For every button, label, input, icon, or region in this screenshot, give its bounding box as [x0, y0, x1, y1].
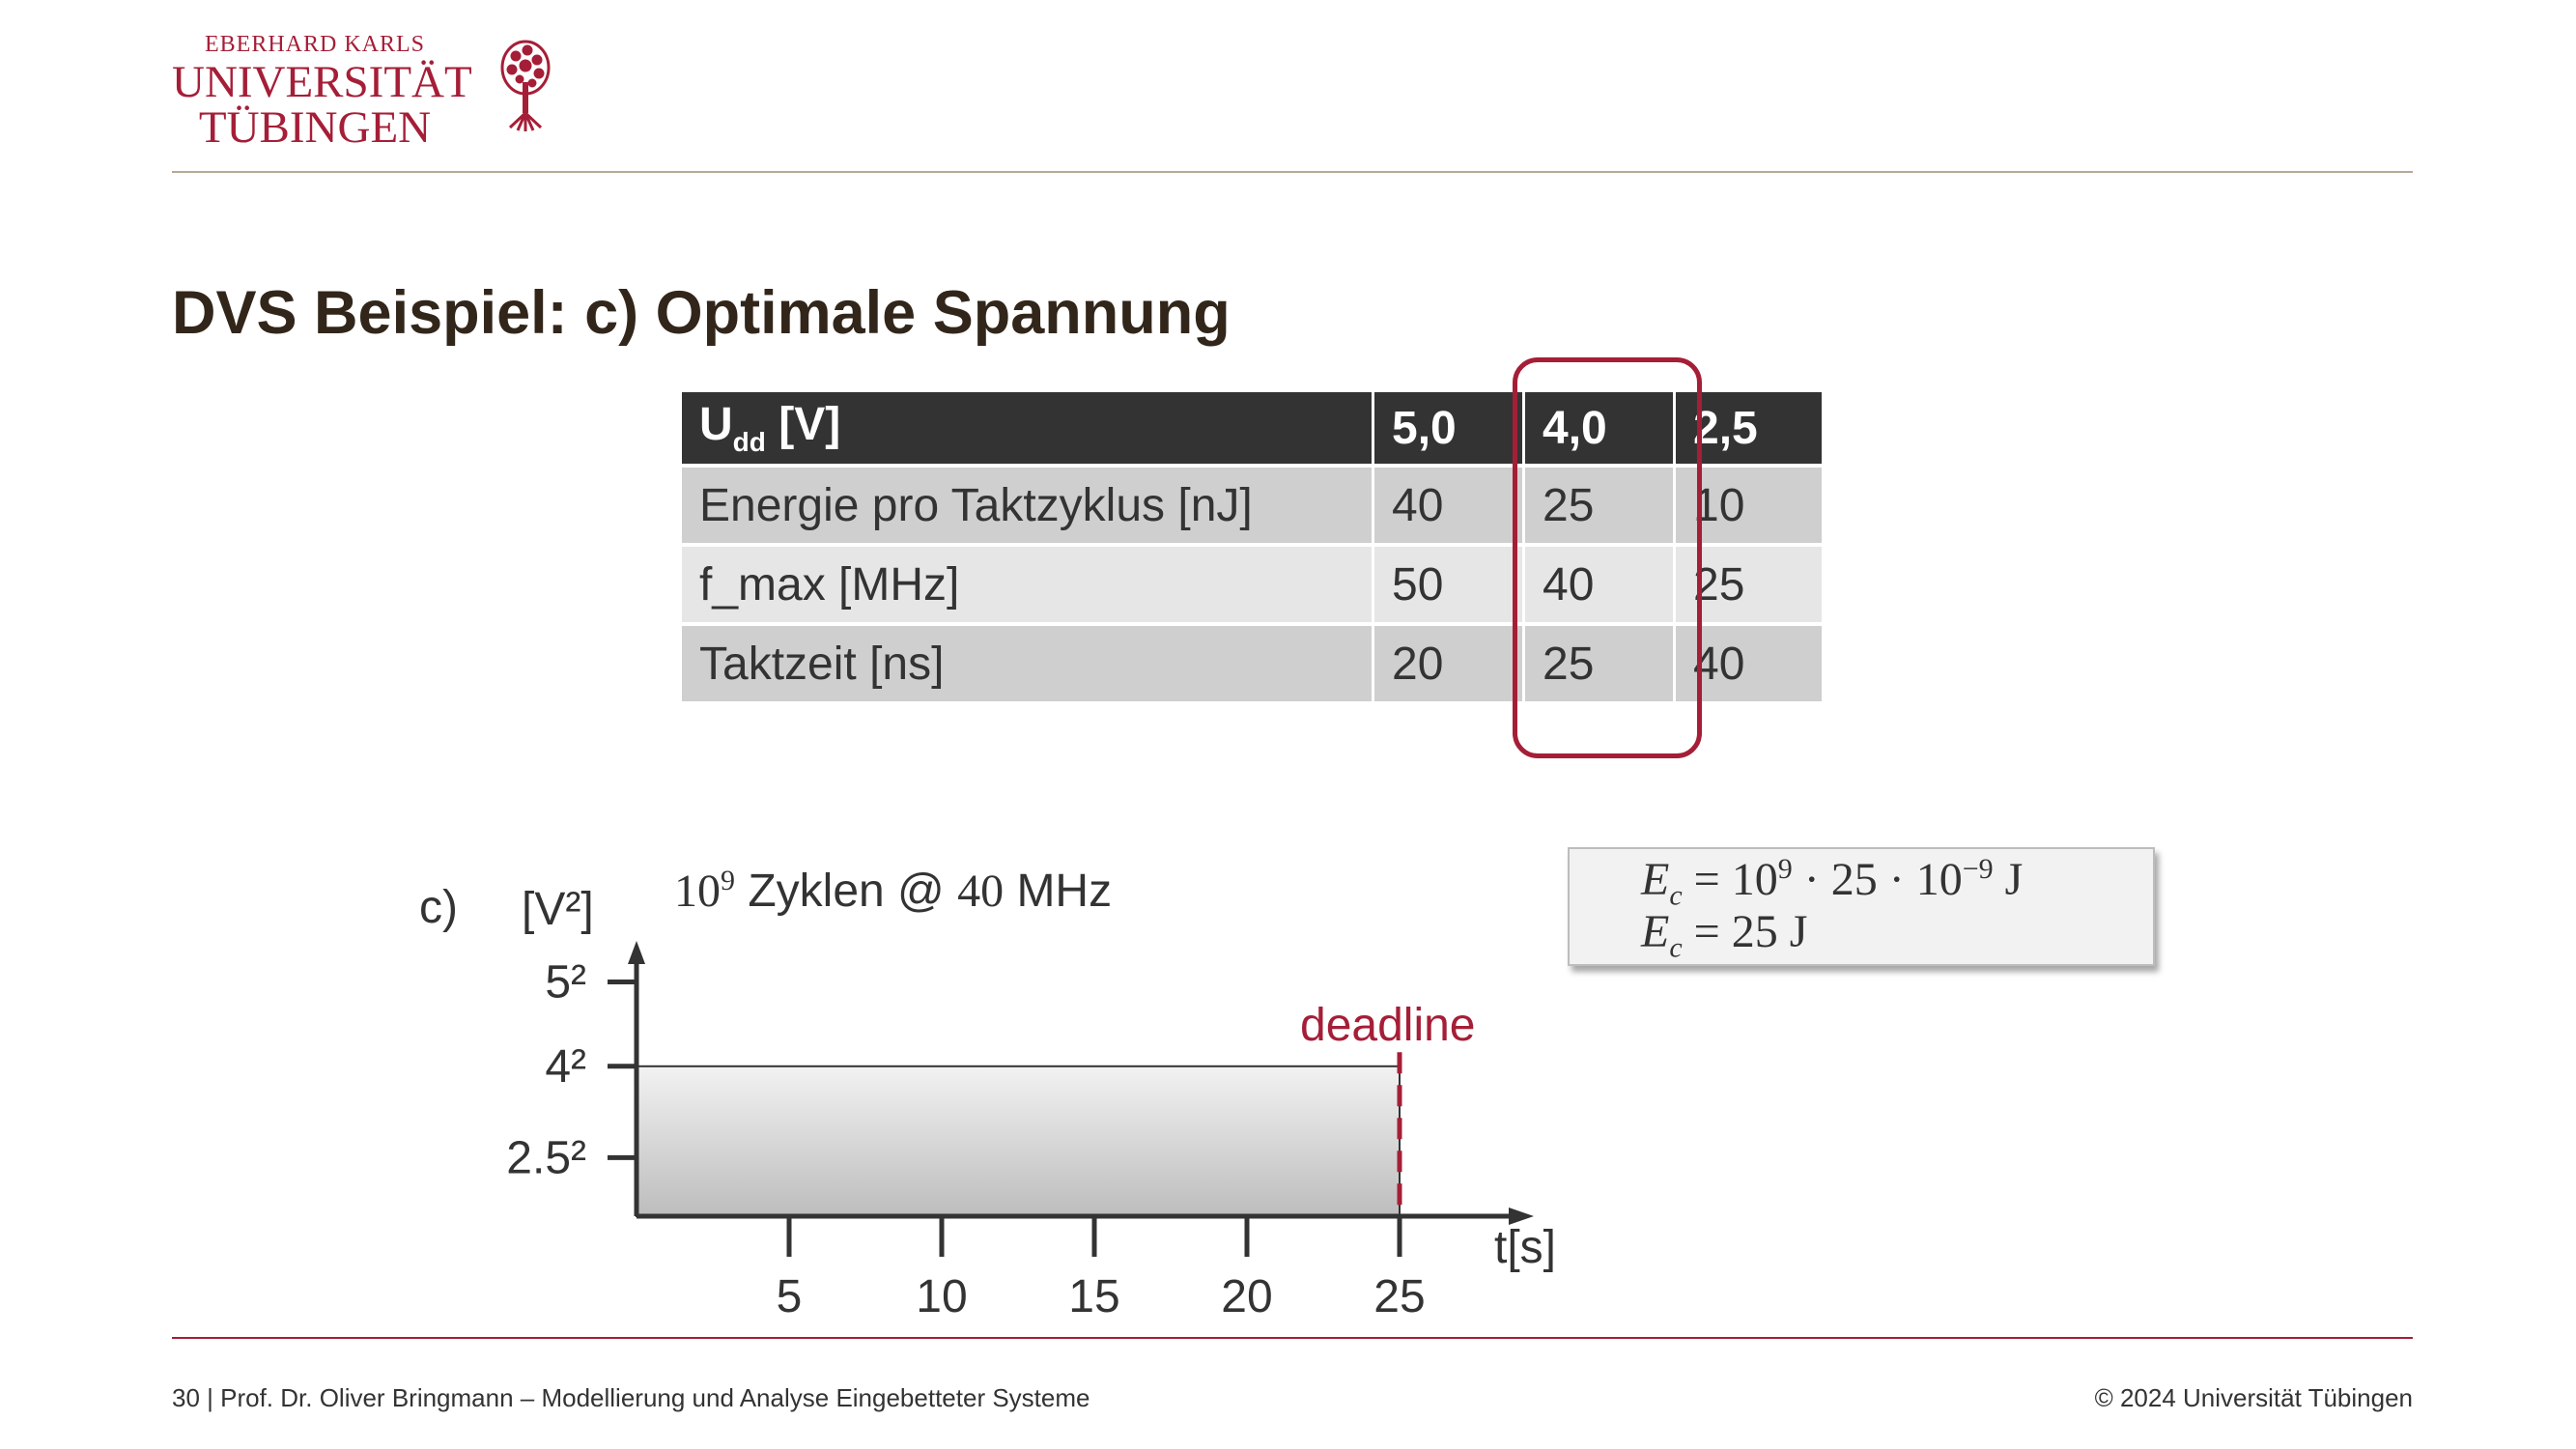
formula-part: · 25 · 10: [1792, 854, 1963, 905]
row-label-cell: Taktzeit [ns]: [682, 626, 1374, 705]
energy-subscript: c: [1669, 931, 1683, 964]
energy-symbol: E: [1641, 854, 1670, 905]
caption-frequency: 40: [957, 866, 1005, 917]
logo-line-3: TÜBINGEN: [198, 102, 432, 153]
footer-copyright: © 2024 Universität Tübingen: [2094, 1383, 2413, 1412]
row-label-cell: Energie pro Taktzyklus [nJ]: [682, 468, 1374, 547]
value-cell: 20: [1374, 626, 1525, 705]
university-logo-text: EBERHARD KARLS UNIVERSITÄT TÜBINGEN: [172, 32, 472, 153]
x-axis-arrow: [1509, 1208, 1534, 1225]
energy-area-block: [636, 1065, 1401, 1218]
formula-line-1: Ec = 109 · 25 · 10−9 J: [1641, 853, 2023, 913]
table-header-row: Udd [V] 5,0 4,0 2,5: [682, 392, 1822, 468]
formula-part: = 10: [1682, 854, 1778, 905]
row-label-cell: f_max [MHz]: [682, 547, 1374, 626]
optimal-voltage-highlight: [1513, 357, 1702, 758]
caption-exponent: 9: [721, 865, 735, 896]
header-cell: 4,0: [1525, 392, 1676, 468]
logo-line-2: UNIVERSITÄT: [172, 57, 472, 107]
part-label: c): [419, 882, 458, 933]
university-tree-seal-icon: [500, 40, 551, 131]
header-cell: 5,0: [1374, 392, 1525, 468]
energy-symbol: E: [1641, 906, 1670, 957]
x-tick-label: 25: [1373, 1271, 1425, 1322]
deadline-label: deadline: [1300, 1000, 1476, 1051]
logo-line-1: EBERHARD KARLS: [204, 32, 426, 57]
x-tick-label: 15: [1068, 1271, 1119, 1322]
formula-exponent: −9: [1962, 853, 1994, 885]
udd-symbol: U: [699, 399, 733, 450]
udd-unit: [V]: [765, 399, 841, 450]
table-row: Energie pro Taktzyklus [nJ] 40 25 10: [682, 468, 1822, 547]
y-axis-arrow: [628, 941, 645, 964]
y-axis-label: [V²]: [522, 884, 594, 935]
value-cell: 40: [1374, 468, 1525, 547]
value-cell: 40: [1525, 547, 1676, 626]
caption-unit: MHz: [1004, 866, 1113, 917]
udd-subscript: dd: [732, 427, 766, 457]
footer-divider: [172, 1337, 2413, 1339]
caption-base: 10: [674, 866, 721, 917]
formula-unit: J: [1993, 854, 2024, 905]
x-axis-label: t[s]: [1494, 1222, 1557, 1273]
value-cell: 25: [1525, 468, 1676, 547]
chart-caption: 109 Zyklen @ 40 MHz: [674, 865, 1112, 918]
formula-exponent: 9: [1777, 853, 1793, 885]
formula-line-2: Ec = 25 J: [1641, 905, 1807, 965]
x-tick-label: 20: [1221, 1271, 1272, 1322]
y-tick-label: 4²: [545, 1041, 586, 1093]
header-label-cell: Udd [V]: [682, 392, 1374, 468]
footer-left-text: 30 | Prof. Dr. Oliver Bringmann – Modell…: [172, 1383, 1090, 1412]
y-tick-label: 2.5²: [506, 1132, 586, 1183]
value-cell: 50: [1374, 547, 1525, 626]
header-divider: [172, 171, 2413, 173]
x-tick-label: 10: [916, 1271, 967, 1322]
formula-result: = 25 J: [1682, 906, 1808, 957]
y-tick-label: 5²: [545, 957, 586, 1009]
value-cell: 25: [1525, 626, 1676, 705]
energy-subscript: c: [1669, 879, 1683, 912]
slide-title: DVS Beispiel: c) Optimale Spannung: [172, 279, 1231, 347]
caption-text: Zyklen @: [735, 866, 958, 917]
x-tick-label: 5: [777, 1271, 803, 1322]
energy-formula-box: Ec = 109 · 25 · 10−9 J Ec = 25 J: [1568, 847, 2155, 966]
